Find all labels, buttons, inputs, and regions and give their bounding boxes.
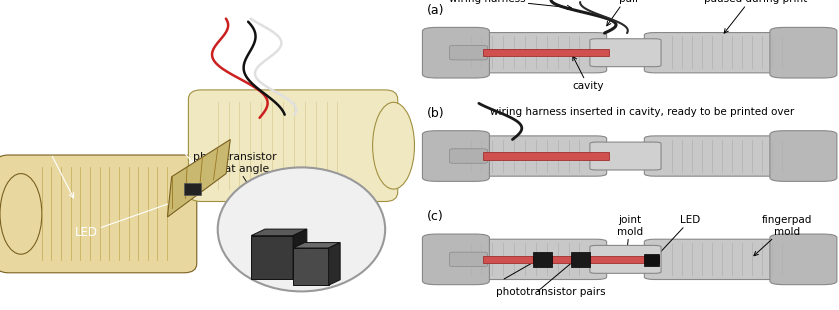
FancyBboxPatch shape <box>770 27 837 78</box>
Text: wiring harness inserted in cavity, ready to be printed over: wiring harness inserted in cavity, ready… <box>490 108 795 117</box>
FancyBboxPatch shape <box>189 90 398 202</box>
Text: wiring harness: wiring harness <box>449 0 571 10</box>
Text: phototransistor pairs: phototransistor pairs <box>496 287 605 297</box>
FancyBboxPatch shape <box>0 155 197 273</box>
Bar <box>483 49 609 56</box>
Text: Multi-DOF
Flexure Joint: Multi-DOF Flexure Joint <box>92 73 194 164</box>
Bar <box>185 183 201 195</box>
FancyBboxPatch shape <box>422 27 489 78</box>
Polygon shape <box>329 242 340 285</box>
Text: phototransistor
pair: phototransistor pair <box>590 0 670 26</box>
FancyBboxPatch shape <box>644 33 808 73</box>
FancyBboxPatch shape <box>450 46 487 60</box>
FancyBboxPatch shape <box>450 149 487 163</box>
Text: phototransistor
pair at angle: phototransistor pair at angle <box>193 152 283 238</box>
FancyBboxPatch shape <box>422 234 489 285</box>
Bar <box>644 254 659 266</box>
FancyBboxPatch shape <box>644 136 808 176</box>
FancyBboxPatch shape <box>450 252 487 267</box>
FancyBboxPatch shape <box>590 39 661 67</box>
FancyBboxPatch shape <box>443 239 607 280</box>
Circle shape <box>217 167 385 291</box>
Polygon shape <box>293 229 307 279</box>
Polygon shape <box>251 236 293 279</box>
Bar <box>483 153 609 160</box>
Text: (c): (c) <box>426 210 443 223</box>
Bar <box>534 252 552 267</box>
FancyBboxPatch shape <box>770 131 837 181</box>
Ellipse shape <box>0 174 42 254</box>
FancyBboxPatch shape <box>443 136 607 176</box>
Bar <box>483 256 659 263</box>
Text: cavity: cavity <box>572 56 603 91</box>
FancyBboxPatch shape <box>590 246 661 273</box>
Ellipse shape <box>373 102 414 189</box>
Polygon shape <box>293 248 329 285</box>
Text: 3D printed finger
paused during print: 3D printed finger paused during print <box>704 0 807 33</box>
Bar <box>571 252 590 267</box>
Polygon shape <box>251 229 307 236</box>
Polygon shape <box>293 242 340 248</box>
Text: LED: LED <box>655 215 701 258</box>
Text: fingerpad
mold: fingerpad mold <box>754 215 812 256</box>
Text: LED: LED <box>76 196 189 239</box>
Text: (a): (a) <box>426 4 444 17</box>
FancyBboxPatch shape <box>644 239 808 280</box>
FancyBboxPatch shape <box>443 33 607 73</box>
FancyBboxPatch shape <box>770 234 837 285</box>
Text: (b): (b) <box>426 108 444 121</box>
FancyBboxPatch shape <box>422 131 489 181</box>
Text: 3D Printed
Finger: 3D Printed Finger <box>13 126 75 198</box>
Text: joint
mold: joint mold <box>617 215 643 261</box>
FancyBboxPatch shape <box>590 142 661 170</box>
Polygon shape <box>168 140 230 217</box>
